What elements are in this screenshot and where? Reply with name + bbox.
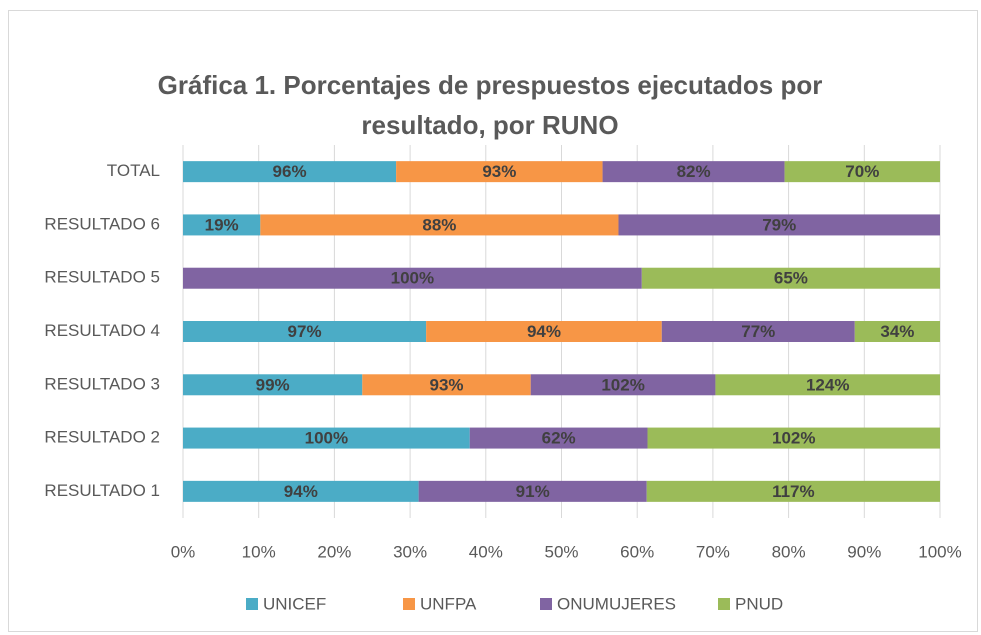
- data-label: 102%: [772, 429, 815, 448]
- data-label: 100%: [305, 429, 348, 448]
- bar-segment: [784, 161, 940, 183]
- bar-segment: [183, 214, 261, 236]
- bar-segment: [362, 374, 531, 396]
- bar-segment: [469, 427, 648, 449]
- bar-segment: [183, 480, 419, 502]
- x-tick-label: 20%: [317, 542, 351, 561]
- data-label: 88%: [422, 215, 456, 234]
- data-label: 97%: [288, 322, 322, 341]
- x-tick-label: 40%: [469, 542, 503, 561]
- data-label: 70%: [845, 162, 879, 181]
- data-label: 77%: [741, 322, 775, 341]
- x-tick-label: 60%: [620, 542, 654, 561]
- bar-segment: [646, 480, 940, 502]
- data-label: 91%: [516, 482, 550, 501]
- data-label: 19%: [205, 215, 239, 234]
- data-label: 82%: [677, 162, 711, 181]
- data-label: 117%: [772, 482, 815, 501]
- data-label: 94%: [284, 482, 318, 501]
- chart-title: Gráfica 1. Porcentajes de prespuestos ej…: [158, 70, 823, 100]
- y-tick-label: RESULTADO 2: [44, 428, 160, 447]
- legend-label: PNUD: [735, 594, 783, 613]
- bar-segment: [183, 374, 363, 396]
- data-label: 102%: [601, 375, 644, 394]
- bar-segment: [426, 321, 662, 342]
- bar-segment: [183, 427, 470, 449]
- bar-segment: [183, 267, 642, 289]
- x-tick-label: 10%: [242, 542, 276, 561]
- data-label: 96%: [273, 162, 307, 181]
- bar-segment: [183, 161, 397, 183]
- bar-segment: [530, 374, 716, 396]
- legend-swatch: [540, 598, 552, 610]
- bar-segment: [396, 161, 603, 183]
- bar-segment: [715, 374, 940, 396]
- y-tick-label: RESULTADO 3: [44, 374, 160, 393]
- y-tick-label: RESULTADO 4: [44, 321, 160, 340]
- legend-label: ONUMUJERES: [557, 594, 676, 613]
- x-tick-label: 70%: [696, 542, 730, 561]
- data-label: 62%: [542, 429, 576, 448]
- legend-label: UNICEF: [263, 594, 326, 613]
- x-tick-label: 90%: [847, 542, 881, 561]
- y-tick-label: RESULTADO 5: [44, 268, 160, 287]
- bar-segment: [418, 480, 647, 502]
- data-label: 65%: [774, 269, 808, 288]
- data-label: 99%: [256, 375, 290, 394]
- bar-segment: [602, 161, 785, 183]
- x-tick-label: 50%: [544, 542, 578, 561]
- data-label: 93%: [482, 162, 516, 181]
- bar-segment: [661, 321, 855, 342]
- bar-segment: [854, 321, 940, 342]
- data-label: 94%: [527, 322, 561, 341]
- bar-segment: [647, 427, 940, 449]
- chart-title: resultado, por RUNO: [361, 110, 618, 140]
- legend-swatch: [246, 598, 258, 610]
- data-label: 79%: [762, 215, 796, 234]
- data-label: 34%: [880, 322, 914, 341]
- x-tick-label: 80%: [772, 542, 806, 561]
- bar-segment: [260, 214, 619, 236]
- data-label: 100%: [391, 269, 434, 288]
- y-tick-label: RESULTADO 6: [44, 214, 160, 233]
- bar-segment: [641, 267, 940, 289]
- y-tick-label: RESULTADO 1: [44, 481, 160, 500]
- x-tick-label: 30%: [393, 542, 427, 561]
- data-label: 124%: [806, 375, 849, 394]
- data-label: 93%: [429, 375, 463, 394]
- legend-swatch: [718, 598, 730, 610]
- y-tick-label: TOTAL: [107, 161, 160, 180]
- legend-label: UNFPA: [420, 594, 477, 613]
- x-tick-label: 0%: [171, 542, 196, 561]
- x-tick-label: 100%: [918, 542, 961, 561]
- legend-swatch: [403, 598, 415, 610]
- bar-segment: [183, 321, 427, 342]
- bar-segment: [618, 214, 940, 236]
